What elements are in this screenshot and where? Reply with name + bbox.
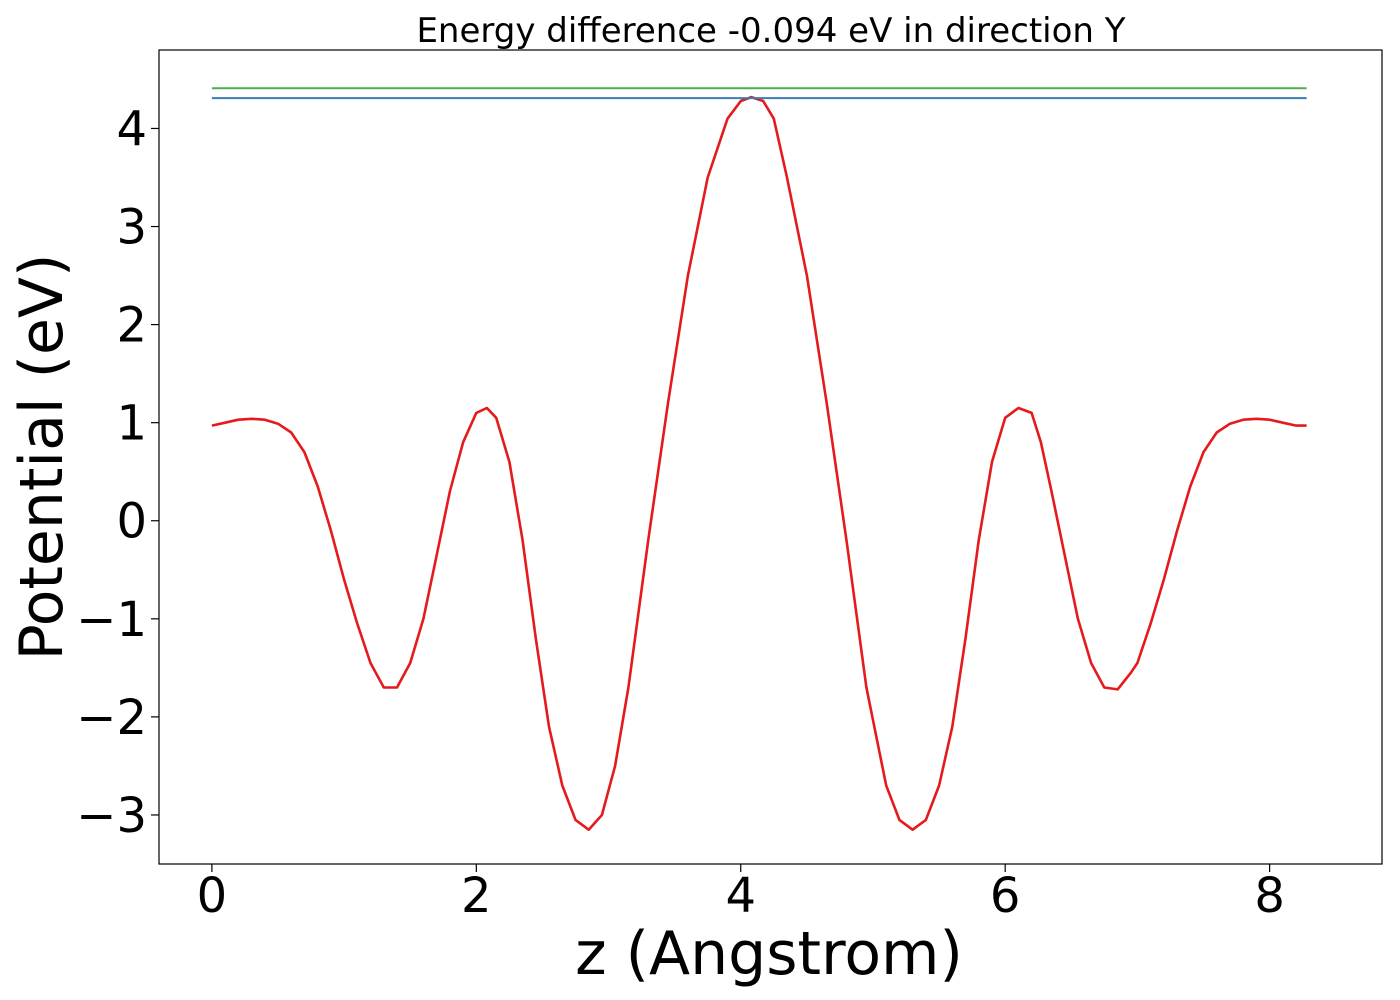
y-axis-label: Potential (eV) — [7, 254, 77, 661]
x-tick-label: 8 — [1254, 868, 1285, 924]
plot-frame — [158, 49, 1383, 865]
y-tick-label: 2 — [116, 298, 147, 354]
x-tick-label: 2 — [461, 868, 492, 924]
y-axis-ticks: −3 −2 −1 0 1 2 3 4 — [76, 101, 159, 844]
y-tick-label: −2 — [76, 690, 147, 746]
y-tick-label: 0 — [116, 494, 147, 550]
x-tick-label: 4 — [725, 868, 756, 924]
y-tick-label: −1 — [76, 592, 147, 648]
chart-title: Energy difference -0.094 eV in direction… — [416, 11, 1125, 51]
x-axis-label: z (Angstrom) — [575, 919, 963, 989]
y-tick-label: 1 — [116, 396, 147, 452]
series-layer — [211, 87, 1307, 832]
y-tick-label: 4 — [116, 101, 147, 157]
x-tick-label: 6 — [990, 868, 1021, 924]
y-tick-label: −3 — [76, 788, 147, 844]
x-tick-label: 0 — [197, 868, 228, 924]
x-axis-ticks: 0 2 4 6 8 — [197, 864, 1285, 924]
y-tick-label: 3 — [116, 200, 147, 256]
series-line-0 — [211, 95, 1307, 832]
